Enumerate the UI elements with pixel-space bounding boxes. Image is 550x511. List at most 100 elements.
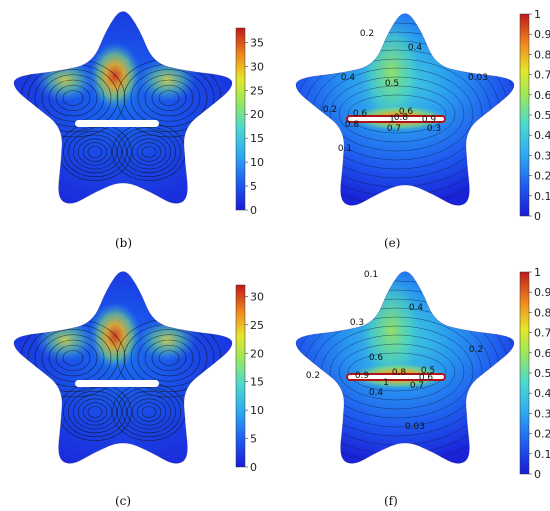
colorbar-tick-label: 0	[250, 204, 257, 217]
streamline	[55, 84, 91, 112]
panel-label-f: (f)	[384, 494, 398, 508]
contour-label: 0.8	[392, 368, 407, 378]
colorbar-tick-label: 0.5	[534, 367, 550, 380]
colorbar-tick-label: 35	[250, 36, 264, 49]
streamline	[68, 390, 122, 434]
colorbar-tick-label: 20	[250, 108, 264, 121]
hot-region	[89, 302, 141, 370]
colorbar-tick-label: 0.6	[534, 89, 550, 102]
hot-region	[89, 42, 141, 110]
streamline	[77, 138, 113, 166]
contour-label: 0.5	[421, 366, 435, 376]
colorbar-gradient	[235, 27, 246, 211]
contour-label: 0.4	[369, 388, 384, 398]
streamline	[41, 74, 105, 122]
colorbar-tick-label: 30	[250, 290, 264, 303]
streamline	[62, 350, 84, 366]
star-outline	[295, 271, 515, 464]
colorbar-tick-label: 0	[534, 210, 541, 223]
contour-label: 0.3	[427, 124, 441, 134]
streamline	[87, 146, 103, 158]
streamline	[130, 329, 208, 387]
colorbar-tick-label: 0.7	[534, 69, 550, 82]
contour-label: 0.2	[360, 29, 374, 39]
contour-label: 0.6	[419, 373, 434, 383]
colorbar-e: 1 0.9 0.8 0.7 0.6 0.5 0.4 0.3 0.2 0.1 0	[519, 8, 550, 223]
streamline	[141, 406, 157, 418]
colorbar-tick-label: 0.6	[534, 347, 550, 360]
contour-label: 0.2	[469, 345, 483, 355]
contour-label: 0.4	[409, 303, 424, 313]
warm-region	[35, 318, 95, 362]
streamline	[34, 69, 112, 127]
panel-c: 30 25 20 15 10 5 0	[13, 271, 264, 474]
colorbar-tick-label: 0.3	[534, 407, 550, 420]
contour-line	[347, 94, 447, 134]
contour-label: 1	[389, 115, 395, 125]
colorbar-tick-label: 0.9	[534, 286, 550, 299]
colorbar-tick-label: 0	[250, 461, 257, 474]
streamline	[127, 134, 172, 170]
colorbar-tick-label: 10	[250, 404, 264, 417]
streamline	[68, 130, 122, 174]
contour-label: 0.4	[408, 43, 423, 53]
contour-label: 0.8	[345, 120, 360, 130]
contour-label: 0.03	[468, 73, 488, 83]
source-bar	[346, 115, 446, 123]
streamline	[127, 394, 172, 430]
field-f	[295, 271, 515, 464]
contour-label: 0.2	[323, 105, 337, 115]
star-outline	[13, 271, 233, 464]
streamline	[87, 406, 103, 418]
colorbar-c: 30 25 20 15 10 5 0	[235, 284, 264, 474]
contour-label: 0.3	[350, 318, 364, 328]
streamline	[137, 74, 201, 122]
colorbar-tick-label: 0.5	[534, 109, 550, 122]
panel-e: 0.20.40.4 0.030.50.2 0.6 0.610.80.8 0.90.7 0.…	[295, 8, 550, 223]
warm-region	[35, 58, 95, 102]
colorbar-tick-label: 0.2	[534, 170, 550, 183]
colorbar-tick-label: 0.1	[534, 190, 550, 203]
colorbar-tick-label: 20	[250, 347, 264, 360]
colorbar-tick-label: 15	[250, 132, 264, 145]
streamline	[141, 146, 157, 158]
colorbar-tick-label: 5	[250, 433, 257, 446]
streamline	[136, 402, 162, 422]
panel-b: 35 30 25 20 15 10 5 0	[13, 11, 264, 217]
colorbar-tick-label: 25	[250, 84, 264, 97]
contour-line	[347, 352, 447, 392]
contour-line	[338, 85, 456, 143]
contour-label: 0.9	[422, 115, 437, 125]
panel-f: 0.10.40.30.20.60.2 0.9 0.8 0.50.61 0.70.40.0…	[295, 266, 550, 481]
contour-label: 0.1	[364, 270, 378, 280]
colorbar-tick-label: 25	[250, 319, 264, 332]
streamline	[82, 142, 108, 162]
streamline	[34, 329, 112, 387]
contour-label: 0.4	[341, 73, 356, 83]
contour-label: 0.6	[399, 107, 414, 117]
streamline	[130, 69, 208, 127]
colorbar-tick-label: 0.4	[534, 129, 550, 142]
field-c	[13, 271, 233, 464]
colorbar-tick-label: 0.8	[534, 306, 550, 319]
streamline	[117, 386, 181, 438]
colorbar-tick-label: 0	[534, 468, 541, 481]
field-b	[13, 11, 233, 204]
source-bar	[346, 373, 446, 381]
streamline	[122, 390, 176, 434]
streamline	[144, 339, 194, 377]
streamline	[151, 344, 187, 372]
colorbar-b: 35 30 25 20 15 10 5 0	[235, 27, 264, 217]
colorbar-tick-label: 30	[250, 60, 264, 73]
panel-label-c: (c)	[115, 494, 132, 508]
colorbar-tick-label: 0.4	[534, 387, 550, 400]
streamline	[48, 79, 98, 117]
contour-label: 0.2	[306, 371, 320, 381]
contour-line	[329, 334, 465, 410]
panel-label-b: (b)	[115, 236, 133, 250]
streamline	[77, 398, 113, 426]
streamline	[137, 334, 201, 382]
colorbar-tick-label: 0.3	[534, 149, 550, 162]
streamline	[48, 339, 98, 377]
